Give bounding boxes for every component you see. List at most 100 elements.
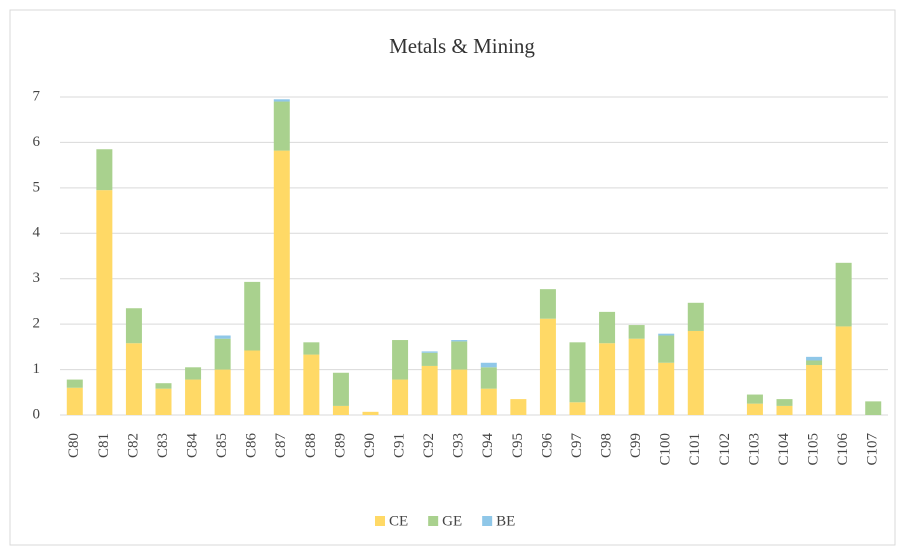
x-tick-label: C97 (569, 433, 585, 459)
bar-segment (480, 367, 497, 389)
bar-segment (155, 383, 172, 389)
bar-segment (539, 289, 556, 319)
bar-segment (392, 340, 409, 380)
bar-segment (421, 351, 438, 353)
bar-segment (392, 379, 409, 415)
bar-segment (421, 365, 438, 415)
y-tick-label: 1 (33, 361, 41, 377)
x-tick-label: C106 (835, 433, 851, 466)
bar-segment (687, 330, 704, 415)
x-tick-label: C87 (273, 433, 289, 459)
x-tick-label: C88 (303, 433, 319, 458)
x-tick-label: C90 (362, 433, 378, 458)
bar-segment (628, 325, 645, 339)
bar-segment (66, 387, 83, 415)
bar-segment (155, 388, 172, 415)
bar-segment (569, 342, 586, 403)
bar-segment (66, 379, 83, 388)
x-tick-label: C82 (125, 433, 141, 458)
y-tick-label: 3 (33, 270, 41, 286)
bar-segment (776, 405, 793, 415)
bar-segment (451, 341, 468, 370)
bar-segment (806, 356, 823, 361)
bar-segment (214, 338, 231, 370)
bar-segment (746, 394, 763, 404)
bar-segment (244, 350, 261, 415)
x-tick-label: C80 (66, 433, 82, 458)
x-tick-label: C105 (806, 433, 822, 466)
legend-label: CE (389, 513, 408, 529)
y-tick-label: 0 (33, 406, 41, 422)
bar-segment (451, 369, 468, 415)
x-tick-label: C103 (746, 433, 762, 466)
bar-segment (658, 362, 675, 415)
x-tick-label: C91 (392, 433, 408, 458)
x-tick-label: C107 (865, 433, 881, 466)
x-tick-label: C84 (185, 433, 201, 459)
bar-segment (569, 402, 586, 415)
bar-segment (806, 365, 823, 415)
bar-segment (362, 411, 379, 415)
bar-segment (96, 190, 113, 415)
bar-segment (273, 101, 290, 151)
x-tick-label: C94 (480, 433, 496, 459)
legend-swatch (482, 516, 493, 526)
bar-segment (599, 343, 616, 415)
bar-segment (125, 308, 142, 344)
bar-segment (451, 340, 468, 342)
bar-segment (273, 150, 290, 415)
bar-segment (332, 405, 349, 415)
bar-segment (599, 311, 616, 344)
bar-segment (96, 149, 113, 191)
bar-segment (746, 403, 763, 415)
legend-label: GE (442, 513, 462, 529)
x-tick-label: C85 (214, 433, 230, 458)
bar-segment (214, 335, 231, 339)
x-tick-label: C102 (717, 433, 733, 466)
chart-title: Metals & Mining (389, 34, 535, 58)
bar-segment (244, 281, 261, 351)
x-tick-label: C101 (687, 433, 703, 466)
x-tick-label: C83 (155, 433, 171, 458)
legend-label: BE (496, 513, 515, 529)
bar-segment (658, 333, 675, 336)
x-tick-label: C89 (332, 433, 348, 458)
y-tick-label: 6 (33, 134, 41, 150)
bar-segment (539, 318, 556, 415)
bar-segment (806, 360, 823, 366)
y-tick-label: 2 (33, 316, 41, 332)
bar-segment (510, 399, 527, 415)
bar-segment (125, 343, 142, 415)
bar-segment (303, 342, 320, 355)
bar-segment (776, 399, 793, 406)
bar-segment (480, 362, 497, 368)
x-tick-label: C104 (776, 433, 792, 466)
x-tick-label: C96 (539, 433, 555, 459)
bar-segment (273, 99, 290, 102)
x-tick-label: C92 (421, 433, 437, 458)
bar-segment (303, 354, 320, 415)
bar-segment (185, 379, 202, 415)
bar-segment (865, 401, 882, 415)
bar-segment (835, 326, 852, 415)
bar-segment (480, 388, 497, 415)
bar-segment (214, 369, 231, 415)
y-tick-label: 7 (33, 88, 41, 104)
x-tick-label: C100 (658, 433, 674, 466)
bar-segment (185, 367, 202, 380)
bar-segment (332, 372, 349, 406)
y-tick-label: 5 (33, 179, 41, 195)
bar-segment (835, 262, 852, 327)
chart-frame (9, 9, 896, 546)
legend-swatch (428, 516, 439, 526)
y-tick-label: 4 (33, 225, 41, 241)
x-tick-label: C98 (599, 433, 615, 458)
x-tick-label: C93 (451, 433, 467, 458)
x-tick-label: C81 (96, 433, 112, 458)
x-tick-label: C86 (244, 433, 260, 459)
bar-segment (687, 302, 704, 331)
legend-swatch (375, 516, 385, 526)
bar-segment (658, 335, 675, 363)
bar-segment (421, 352, 438, 366)
